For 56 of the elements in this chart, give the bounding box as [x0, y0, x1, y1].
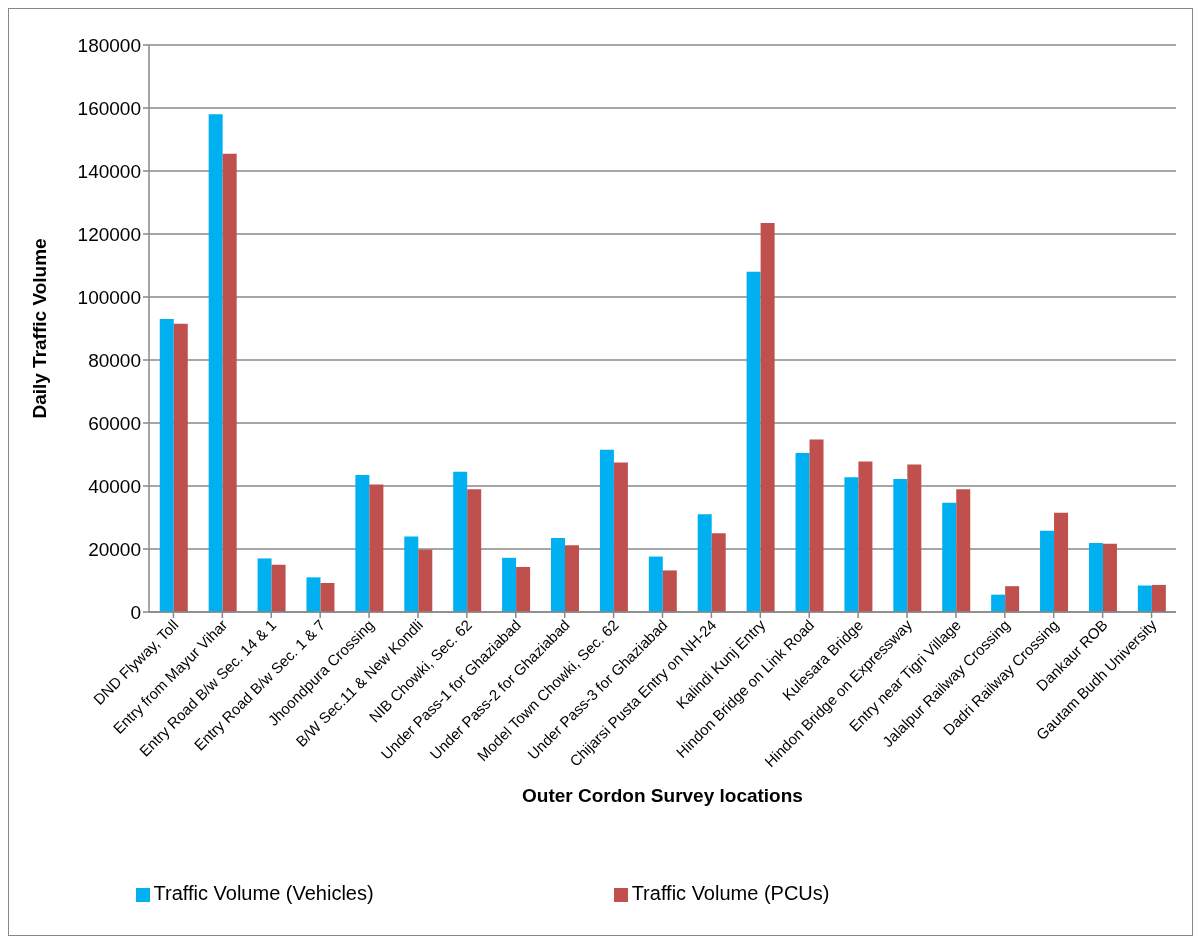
bar	[418, 549, 433, 612]
y-tick-label: 20000	[88, 538, 141, 560]
bar	[306, 577, 321, 612]
bar	[1005, 586, 1020, 612]
bar	[711, 533, 726, 612]
bar	[942, 502, 957, 612]
y-tick-label: 0	[130, 601, 141, 623]
legend-label: Traffic Volume (PCUs)	[631, 882, 830, 904]
bar	[551, 537, 565, 612]
bar	[795, 452, 810, 612]
y-tick-label: 40000	[88, 475, 141, 497]
bar	[956, 489, 971, 612]
bar	[173, 323, 188, 612]
bar	[453, 471, 468, 612]
legend-label: Traffic Volume (Vehicles)	[153, 882, 374, 904]
bar	[662, 570, 677, 612]
x-axis-title: Outer Cordon Survey locations	[522, 785, 803, 806]
bar	[271, 564, 286, 612]
bar	[1040, 530, 1055, 612]
y-tick-label: 160000	[77, 97, 141, 119]
bar	[907, 464, 922, 612]
y-axis-title: Daily Traffic Volume	[28, 238, 50, 419]
bar	[858, 461, 873, 612]
bar	[1151, 584, 1166, 612]
bar	[893, 479, 908, 612]
bar	[467, 489, 482, 612]
bar	[208, 114, 223, 612]
bar	[809, 439, 824, 612]
bar	[355, 474, 370, 612]
bar	[991, 594, 1006, 612]
bar	[746, 271, 761, 612]
bar	[760, 222, 775, 612]
bar	[320, 583, 335, 612]
bar	[502, 557, 517, 612]
bar	[1137, 585, 1152, 612]
bar	[613, 462, 628, 612]
bar	[159, 319, 174, 612]
bar	[516, 566, 531, 612]
y-tick-label: 180000	[77, 34, 141, 56]
bar	[404, 536, 419, 612]
bar	[648, 556, 663, 612]
bar	[1054, 512, 1069, 612]
bar	[697, 514, 712, 612]
bar	[1088, 543, 1103, 612]
y-tick-label: 100000	[77, 286, 141, 308]
y-tick-label: 60000	[88, 412, 141, 434]
bar	[599, 449, 614, 612]
bar	[844, 477, 859, 612]
bar	[257, 558, 272, 612]
y-tick-label: 120000	[77, 223, 141, 245]
bar	[1102, 543, 1117, 612]
bar	[222, 153, 237, 612]
bar	[565, 545, 579, 612]
y-tick-label: 140000	[77, 160, 141, 182]
y-tick-label: 80000	[88, 349, 141, 371]
bar	[369, 484, 384, 612]
